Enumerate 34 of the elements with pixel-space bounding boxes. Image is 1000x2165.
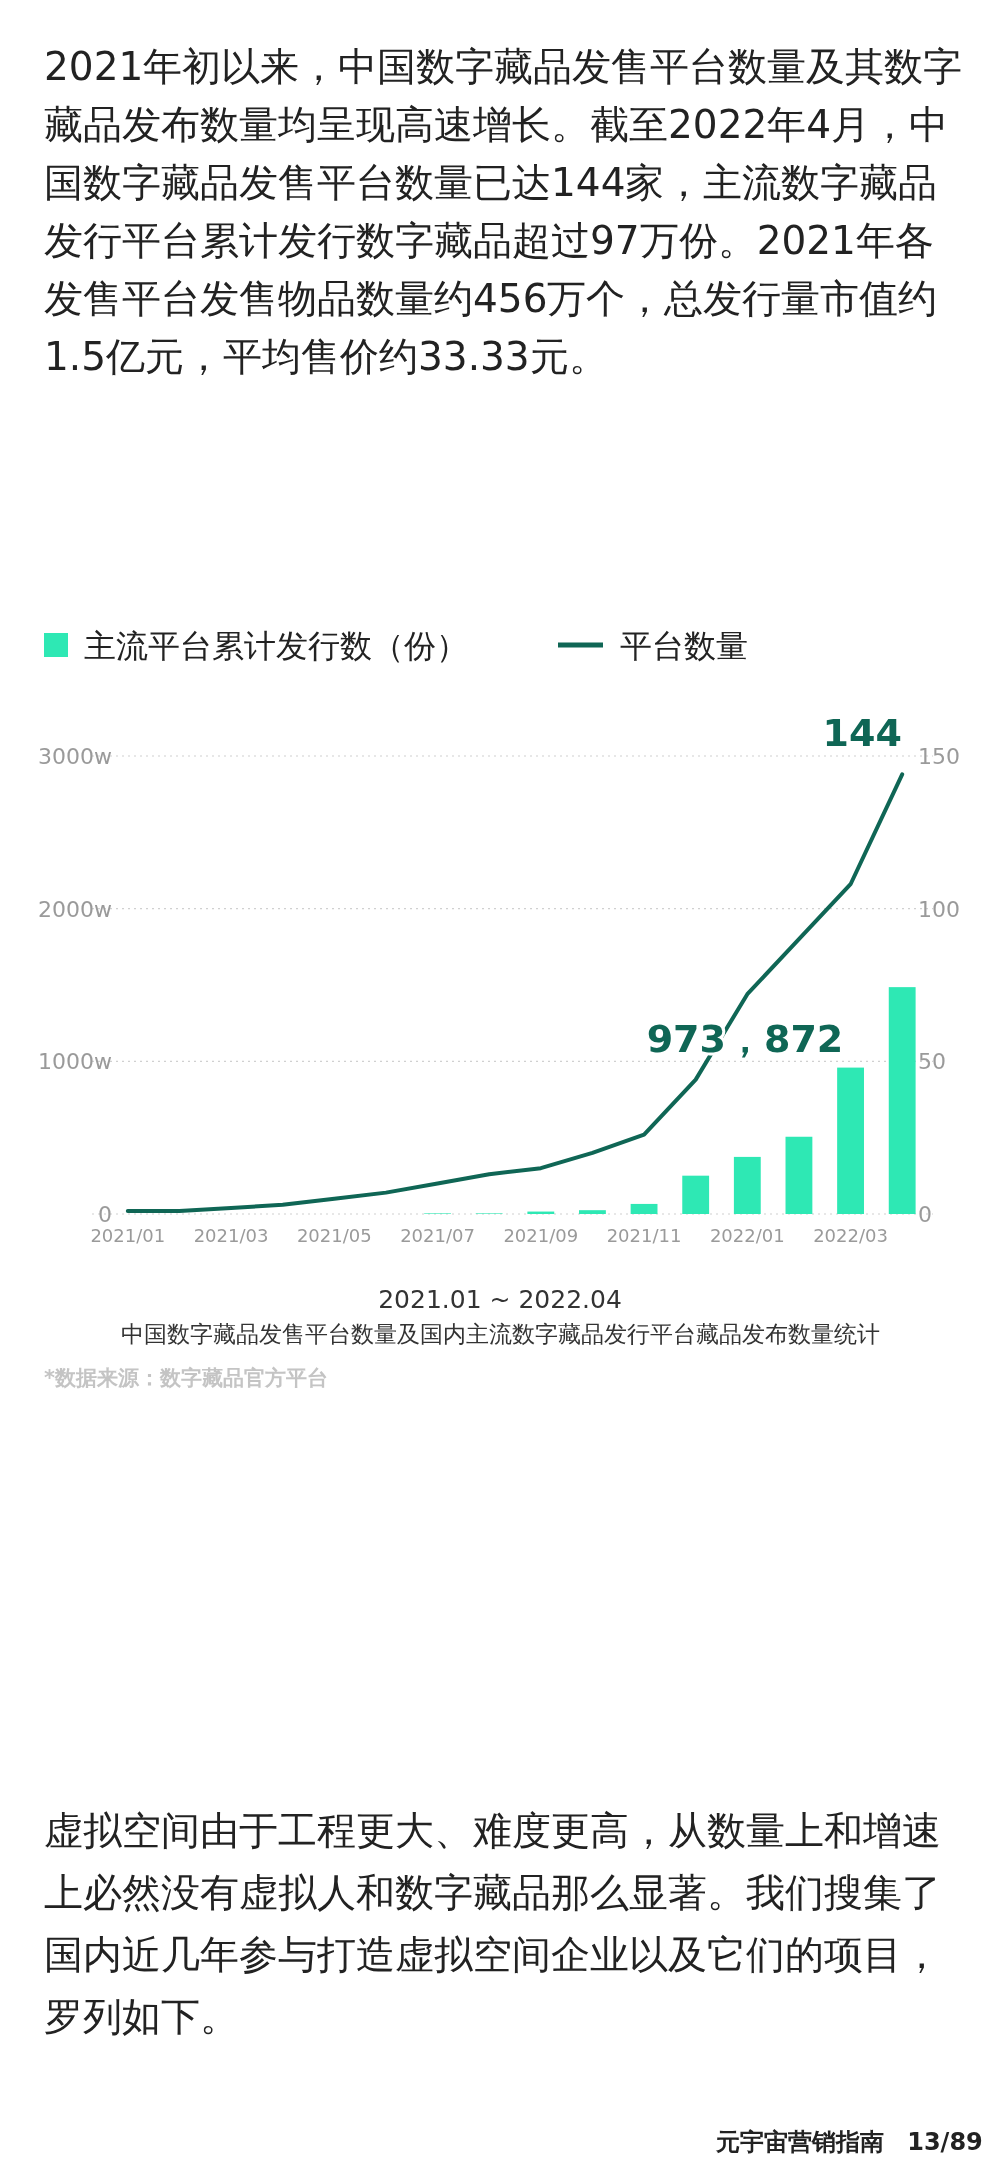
text: 元宇宙营销指南 xyxy=(715,2128,884,2156)
bar xyxy=(579,1210,606,1214)
x-tick-label: 2021/09 xyxy=(503,1225,579,1246)
y2-tick-label: 50 xyxy=(918,1049,946,1075)
bar xyxy=(733,1156,761,1214)
y2-tick-label: 150 xyxy=(918,744,960,769)
line-series xyxy=(125,772,905,1213)
legend-label: 平台数量 xyxy=(620,627,748,665)
bar xyxy=(785,1136,813,1214)
bar xyxy=(682,1175,710,1214)
x-tick-label: 2021/05 xyxy=(296,1225,372,1246)
x-tick-label: 2022/03 xyxy=(813,1225,888,1246)
text: 2021.01 ~ 2022.04 xyxy=(378,1285,622,1314)
legend-label: 主流平台累计发行数（份） xyxy=(84,627,468,665)
data-label: 144 xyxy=(822,711,902,756)
y2-tick-label: 0 xyxy=(918,1202,932,1227)
bar xyxy=(837,1067,864,1214)
x-tick-label: 2021/11 xyxy=(606,1225,682,1246)
text: 2021年初以来，中国数字藏品发售平台数量及其数字藏品发布数量均呈现高速增长。截至2022年4月，中国数字藏品发售平台数量已达144家，主流数字藏品发行平台累计发行数字藏品超过97万份。2021年各发售平台发售物品数量约456万个，总发行量市值约1.5亿元，平均售价约33.33元。 xyxy=(44,43,964,381)
text: 虚拟空间由于工程更大、难度更高，从数量上和增速上必然没有虚拟人和数字藏品那么显著。我们搜集了国内近几年参与打造虚拟空间企业以及它们的项目，罗列如下。 xyxy=(44,1807,942,2041)
y-tick-label: 0 xyxy=(98,1202,112,1227)
bar xyxy=(888,987,916,1214)
x-tick-label: 2021/07 xyxy=(400,1225,475,1246)
y-tick-label: 2000w xyxy=(38,896,112,922)
y2-tick-label: 100 xyxy=(918,896,960,922)
x-tick-label: 2022/01 xyxy=(709,1225,785,1246)
y-tick-label: 3000w xyxy=(38,744,112,769)
x-tick-label: 2021/01 xyxy=(90,1225,166,1246)
y-tick-label: 1000w xyxy=(38,1049,112,1075)
text: 13/89 xyxy=(907,2128,983,2156)
x-tick-label: 2021/03 xyxy=(193,1225,269,1246)
text: *数据来源：数字藏品官方平台 xyxy=(44,1366,328,1390)
bar xyxy=(630,1203,658,1214)
text: 中国数字藏品发售平台数量及国内主流数字藏品发行平台藏品发布数量统计 xyxy=(120,1321,880,1347)
